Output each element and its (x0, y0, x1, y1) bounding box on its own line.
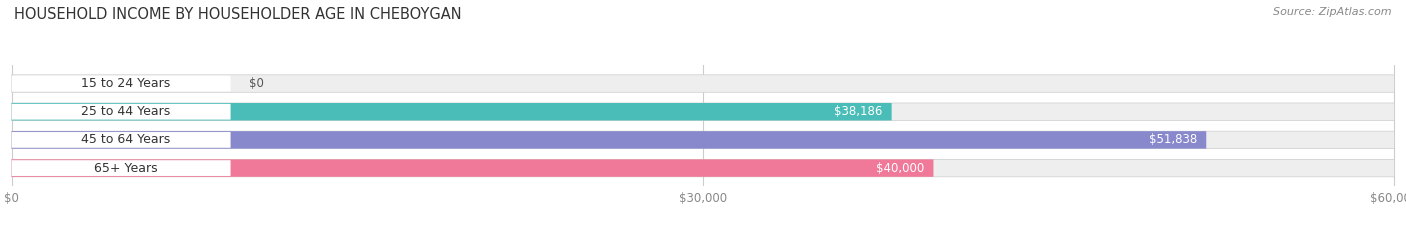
FancyBboxPatch shape (11, 159, 1395, 177)
FancyBboxPatch shape (11, 159, 934, 177)
Text: HOUSEHOLD INCOME BY HOUSEHOLDER AGE IN CHEBOYGAN: HOUSEHOLD INCOME BY HOUSEHOLDER AGE IN C… (14, 7, 461, 22)
FancyBboxPatch shape (11, 103, 891, 120)
FancyBboxPatch shape (11, 104, 231, 120)
Text: 15 to 24 Years: 15 to 24 Years (82, 77, 170, 90)
FancyBboxPatch shape (11, 160, 231, 176)
Text: $38,186: $38,186 (834, 105, 883, 118)
FancyBboxPatch shape (11, 76, 231, 91)
FancyBboxPatch shape (11, 131, 1395, 149)
FancyBboxPatch shape (11, 103, 1395, 120)
FancyBboxPatch shape (11, 132, 231, 148)
Text: $40,000: $40,000 (876, 161, 924, 175)
Text: Source: ZipAtlas.com: Source: ZipAtlas.com (1274, 7, 1392, 17)
Text: $51,838: $51,838 (1149, 134, 1197, 146)
FancyBboxPatch shape (11, 131, 1206, 149)
Text: 45 to 64 Years: 45 to 64 Years (82, 134, 170, 146)
Text: 65+ Years: 65+ Years (94, 161, 157, 175)
Text: $0: $0 (249, 77, 264, 90)
FancyBboxPatch shape (11, 75, 1395, 92)
Text: 25 to 44 Years: 25 to 44 Years (82, 105, 170, 118)
